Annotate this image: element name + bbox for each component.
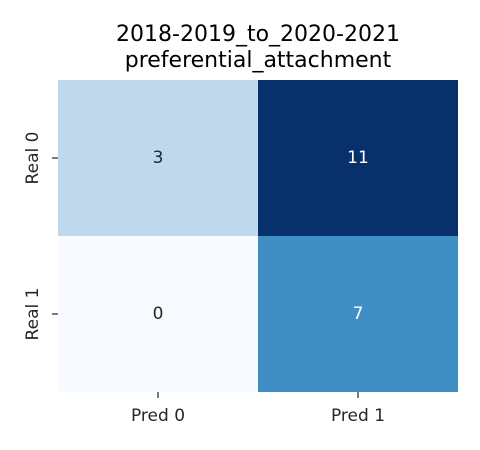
chart-title-line-2: preferential_attachment — [125, 48, 392, 73]
chart-title-line-1: 2018-2019_to_2020-2021 — [116, 22, 400, 47]
heatmap-cells: 3 11 0 7 — [58, 80, 458, 392]
heatmap-cell-label-r0-c1: 11 — [347, 148, 369, 168]
heatmap-cell-r0-c1 — [258, 80, 458, 236]
x-tick-label-1: Pred 1 — [331, 406, 385, 426]
x-axis-ticks: Pred 0 Pred 1 — [131, 392, 385, 426]
heatmap-cell-r1-c0 — [58, 236, 258, 392]
y-tick-label-0: Real 0 — [23, 132, 43, 185]
heatmap-cell-r0-c0 — [58, 80, 258, 236]
x-tick-label-0: Pred 0 — [131, 406, 185, 426]
y-axis-ticks: Real 0 Real 1 — [23, 132, 58, 341]
y-tick-label-1: Real 1 — [23, 288, 43, 341]
heatmap-cell-label-r1-c1: 7 — [353, 304, 364, 324]
heatmap-cell-label-r0-c0: 3 — [153, 148, 164, 168]
heatmap-cell-r1-c1 — [258, 236, 458, 392]
heatmap-cell-label-r1-c0: 0 — [153, 304, 164, 324]
